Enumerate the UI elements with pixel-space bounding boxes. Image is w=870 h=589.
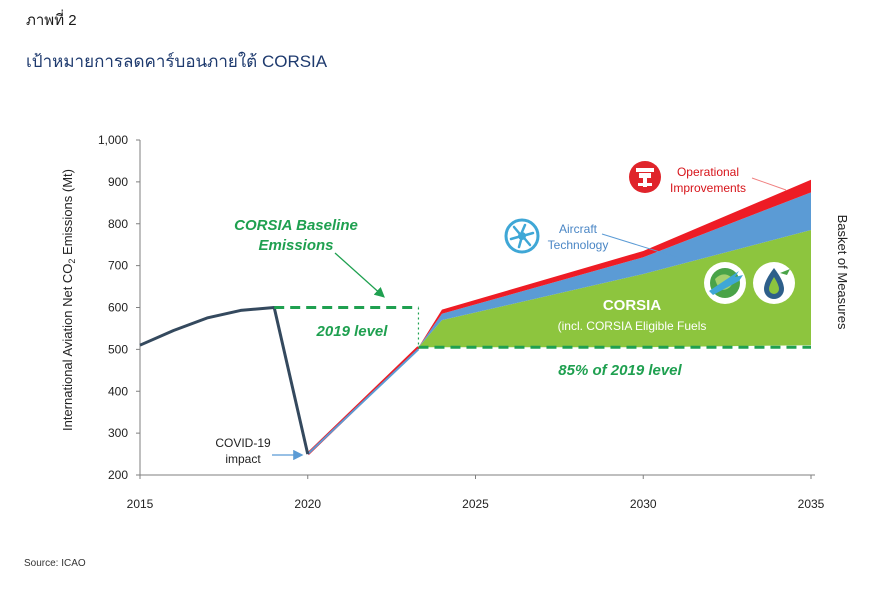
y-axis-label: International Aviation Net CO2 Emissions… <box>60 169 77 431</box>
level-85-label: 85% of 2019 level <box>558 362 682 379</box>
baseline-title-2: Emissions <box>258 237 333 254</box>
x-tick-label: 2035 <box>798 497 825 511</box>
y-tick-label: 200 <box>108 468 128 482</box>
covid-label-1: COVID-19 <box>215 436 271 450</box>
y-tick-label: 400 <box>108 384 128 398</box>
saf-fuel-icon <box>753 262 795 304</box>
operational-icon <box>629 161 661 193</box>
historical-emissions-line <box>139 306 310 455</box>
corsia-subtitle: (incl. CORSIA Eligible Fuels <box>558 319 707 333</box>
projection-areas <box>418 179 811 348</box>
operational-label-2: Improvements <box>670 181 746 195</box>
aircraft-label-1: Aircraft <box>559 222 598 236</box>
baseline-arrow <box>334 252 385 298</box>
recovery-line-blue <box>307 348 420 455</box>
figure-label: ภาพที่ 2 <box>26 12 77 29</box>
x-tick-label: 2025 <box>462 497 489 511</box>
x-tick-label: 2030 <box>630 497 657 511</box>
source-note: Source: ICAO <box>24 558 86 569</box>
level-2019-label: 2019 level <box>316 323 389 340</box>
area-aircraft-technology <box>418 192 811 348</box>
axes: 200 300 400 500 600 700 800 900 1,000 2015 2020 202… <box>98 133 825 511</box>
emission-lines <box>139 306 420 456</box>
covid-label-2: impact <box>225 452 261 466</box>
reference-lines <box>274 306 811 349</box>
aircraft-technology-icon <box>504 218 540 254</box>
y-tick-label: 800 <box>108 217 128 231</box>
corsia-title: CORSIA <box>603 297 662 314</box>
aircraft-label-2: Technology <box>548 238 609 252</box>
area-operational-improvements <box>418 179 811 348</box>
right-axis-label: Basket of Measures <box>835 215 850 330</box>
y-tick-label: 500 <box>108 342 128 356</box>
y-tick-label: 1,000 <box>98 133 128 147</box>
y-tick-label: 300 <box>108 426 128 440</box>
operational-label-1: Operational <box>677 165 739 179</box>
y-tick-label: 600 <box>108 301 128 315</box>
figure-title: เป้าหมายการลดคาร์บอนภายใต้ CORSIA <box>26 52 328 71</box>
y-tick-label: 700 <box>108 259 128 273</box>
corsia-globe-icon <box>704 262 746 304</box>
x-tick-label: 2020 <box>294 497 321 511</box>
aircraft-pointer <box>601 233 677 258</box>
area-corsia <box>418 230 811 348</box>
x-tick-label: 2015 <box>127 497 154 511</box>
y-tick-label: 900 <box>108 175 128 189</box>
annotation-arrows <box>272 177 787 461</box>
baseline-title-1: CORSIA Baseline <box>234 217 358 234</box>
operational-pointer <box>751 177 787 191</box>
